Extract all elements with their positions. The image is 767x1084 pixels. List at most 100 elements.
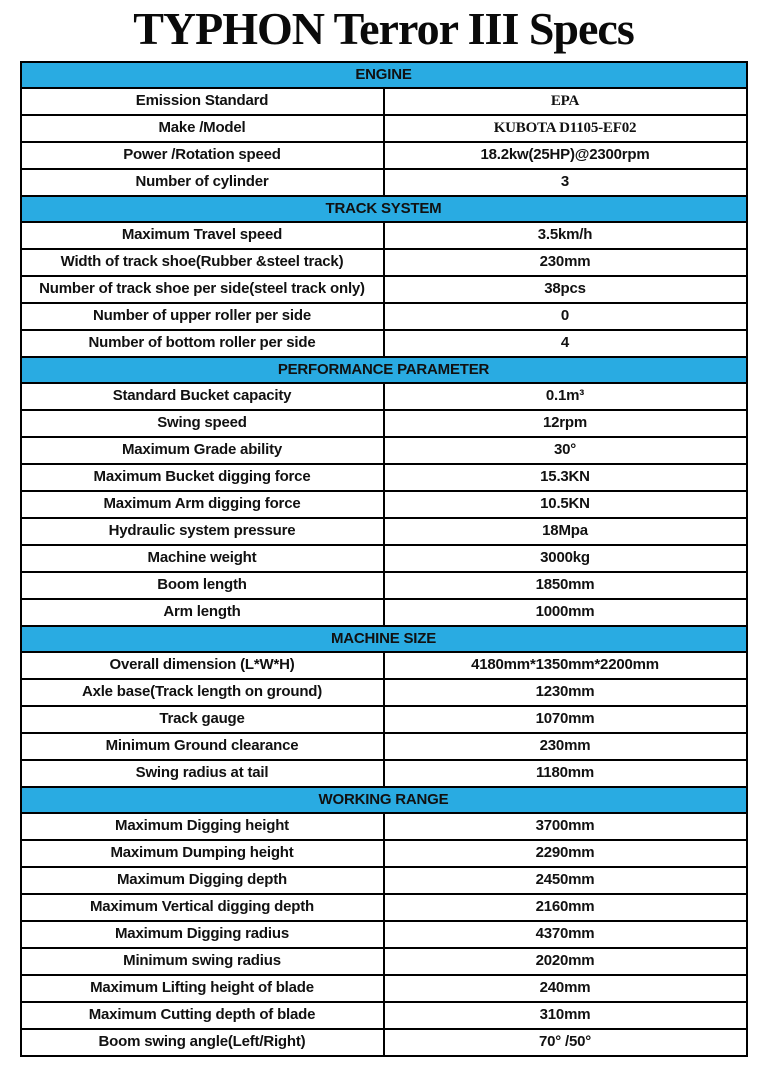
- spec-value: 12rpm: [382, 408, 748, 438]
- spec-row: Make /Model KUBOTA D1105-EF02: [19, 113, 748, 143]
- spec-row: Maximum Digging depth 2450mm: [19, 865, 748, 895]
- spec-value: 3700mm: [382, 811, 748, 841]
- spec-row: Number of upper roller per side 0: [19, 301, 748, 331]
- spec-label: Power /Rotation speed: [19, 140, 385, 170]
- spec-value: 230mm: [382, 247, 748, 277]
- spec-value: 1070mm: [382, 704, 748, 734]
- spec-value: 2160mm: [382, 892, 748, 922]
- spec-row: Maximum Vertical digging depth 2160mm: [19, 892, 748, 922]
- spec-label: Maximum Dumping height: [19, 838, 385, 868]
- spec-label: Swing speed: [19, 408, 385, 438]
- spec-label: Arm length: [19, 597, 385, 627]
- spec-value: 3: [382, 167, 748, 197]
- spec-row: Minimum swing radius 2020mm: [19, 946, 748, 976]
- spec-label: Maximum Lifting height of blade: [19, 973, 385, 1003]
- spec-row: Swing radius at tail 1180mm: [19, 758, 748, 788]
- spec-value: 1000mm: [382, 597, 748, 627]
- spec-label: Make /Model: [19, 113, 385, 143]
- spec-label: Machine weight: [19, 543, 385, 573]
- spec-label: Maximum Digging depth: [19, 865, 385, 895]
- spec-value: 15.3KN: [382, 462, 748, 492]
- spec-row: Boom length 1850mm: [19, 570, 748, 600]
- spec-value: 0: [382, 301, 748, 331]
- spec-table-body: ENGINE Emission Standard EPA Make /Model KUB…: [19, 60, 748, 1057]
- spec-row: Hydraulic system pressure 18Mpa: [19, 516, 748, 546]
- spec-row: Maximum Cutting depth of blade 310mm: [19, 1000, 748, 1030]
- spec-label: Maximum Bucket digging force: [19, 462, 385, 492]
- spec-value: 4370mm: [382, 919, 748, 949]
- spec-label: Overall dimension (L*W*H): [19, 650, 385, 680]
- spec-row: Maximum Digging radius 4370mm: [19, 919, 748, 949]
- page-title: TYPHON Terror III Specs: [133, 3, 635, 54]
- spec-value: 240mm: [382, 973, 748, 1003]
- spec-label: Maximum Digging height: [19, 811, 385, 841]
- spec-value: 2290mm: [382, 838, 748, 868]
- spec-row: Maximum Digging height 3700mm: [19, 811, 748, 841]
- spec-label: Maximum Grade ability: [19, 435, 385, 465]
- spec-row: Maximum Grade ability 30°: [19, 435, 748, 465]
- section-header-row: WORKING RANGE: [19, 785, 748, 814]
- spec-value: 30°: [382, 435, 748, 465]
- spec-label: Minimum Ground clearance: [19, 731, 385, 761]
- spec-value: 0.1m³: [382, 381, 748, 411]
- spec-value: 230mm: [382, 731, 748, 761]
- spec-row: Number of bottom roller per side 4: [19, 328, 748, 358]
- spec-value: 2450mm: [382, 865, 748, 895]
- spec-value: 70° /50°: [382, 1027, 748, 1057]
- spec-value: 310mm: [382, 1000, 748, 1030]
- spec-row: Width of track shoe(Rubber &steel track)…: [19, 247, 748, 277]
- spec-value: KUBOTA D1105-EF02: [382, 113, 748, 143]
- spec-label: Emission Standard: [19, 86, 385, 116]
- spec-label: Number of upper roller per side: [19, 301, 385, 331]
- spec-label: Maximum Arm digging force: [19, 489, 385, 519]
- spec-row: Number of cylinder 3: [19, 167, 748, 197]
- spec-row: Maximum Travel speed 3.5km/h: [19, 220, 748, 250]
- section-header-label: PERFORMANCE PARAMETER: [19, 355, 748, 384]
- section-header-row: MACHINE SIZE: [19, 624, 748, 653]
- spec-row: Maximum Bucket digging force 15.3KN: [19, 462, 748, 492]
- section-header-label: TRACK SYSTEM: [19, 194, 748, 223]
- spec-row: Minimum Ground clearance 230mm: [19, 731, 748, 761]
- spec-value: 2020mm: [382, 946, 748, 976]
- section-header-row: PERFORMANCE PARAMETER: [19, 355, 748, 384]
- spec-value: 3000kg: [382, 543, 748, 573]
- spec-label: Maximum Cutting depth of blade: [19, 1000, 385, 1030]
- spec-row: Overall dimension (L*W*H) 4180mm*1350mm*2…: [19, 650, 748, 680]
- spec-value: 1850mm: [382, 570, 748, 600]
- spec-row: Arm length 1000mm: [19, 597, 748, 627]
- spec-value: 38pcs: [382, 274, 748, 304]
- spec-table: ENGINE Emission Standard EPA Make /Model KUB…: [19, 60, 748, 1057]
- spec-label: Width of track shoe(Rubber &steel track): [19, 247, 385, 277]
- spec-label: Axle base(Track length on ground): [19, 677, 385, 707]
- spec-row: Boom swing angle(Left/Right) 70° /50°: [19, 1027, 748, 1057]
- spec-label: Hydraulic system pressure: [19, 516, 385, 546]
- spec-row: Track gauge 1070mm: [19, 704, 748, 734]
- spec-label: Number of bottom roller per side: [19, 328, 385, 358]
- spec-label: Number of cylinder: [19, 167, 385, 197]
- spec-row: Standard Bucket capacity 0.1m³: [19, 381, 748, 411]
- spec-label: Boom length: [19, 570, 385, 600]
- spec-value: 4180mm*1350mm*2200mm: [382, 650, 748, 680]
- spec-row: Number of track shoe per side(steel trac…: [19, 274, 748, 304]
- spec-label: Swing radius at tail: [19, 758, 385, 788]
- spec-value: 1230mm: [382, 677, 748, 707]
- spec-label: Maximum Vertical digging depth: [19, 892, 385, 922]
- spec-row: Axle base(Track length on ground) 1230mm: [19, 677, 748, 707]
- spec-label: Track gauge: [19, 704, 385, 734]
- spec-value: 18.2kw(25HP)@2300rpm: [382, 140, 748, 170]
- spec-row: Machine weight 3000kg: [19, 543, 748, 573]
- spec-label: Minimum swing radius: [19, 946, 385, 976]
- section-header-row: ENGINE: [19, 60, 748, 89]
- spec-row: Swing speed 12rpm: [19, 408, 748, 438]
- section-header-label: MACHINE SIZE: [19, 624, 748, 653]
- section-header-label: WORKING RANGE: [19, 785, 748, 814]
- spec-row: Maximum Dumping height 2290mm: [19, 838, 748, 868]
- spec-row: Maximum Lifting height of blade 240mm: [19, 973, 748, 1003]
- spec-value: 4: [382, 328, 748, 358]
- spec-label: Maximum Travel speed: [19, 220, 385, 250]
- spec-label: Standard Bucket capacity: [19, 381, 385, 411]
- spec-label: Number of track shoe per side(steel trac…: [19, 274, 385, 304]
- spec-row: Power /Rotation speed 18.2kw(25HP)@2300rp…: [19, 140, 748, 170]
- spec-value: 10.5KN: [382, 489, 748, 519]
- section-header-row: TRACK SYSTEM: [19, 194, 748, 223]
